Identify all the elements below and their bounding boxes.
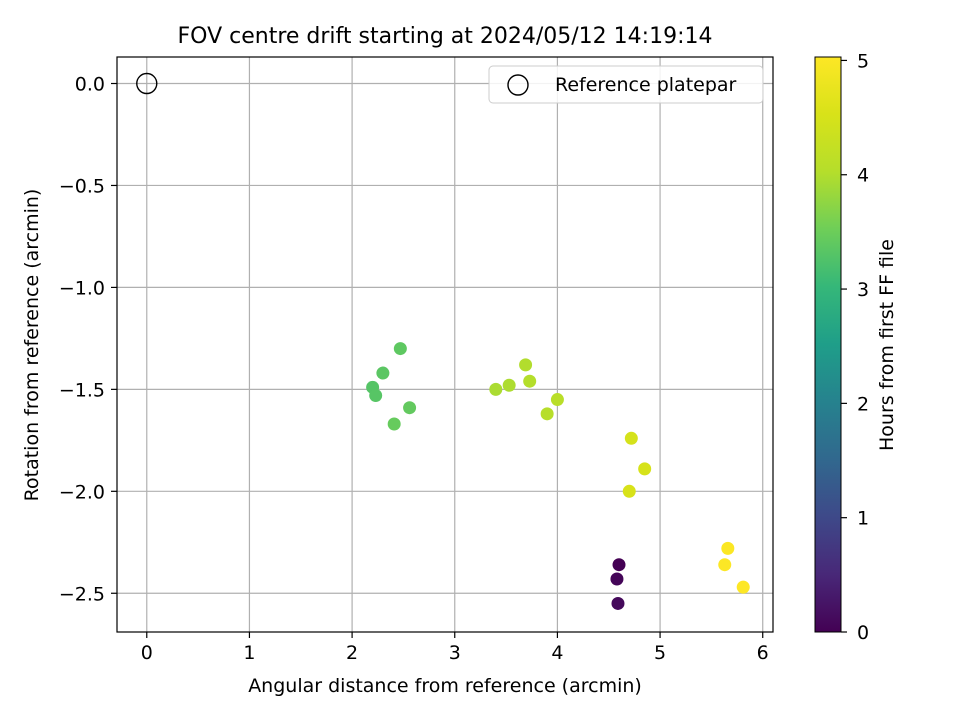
legend: Reference platepar — [488, 65, 764, 104]
x-tick-label: 1 — [243, 642, 255, 664]
colorbar-tick-label: 4 — [857, 165, 869, 187]
chart-title: FOV centre drift starting at 2024/05/12 … — [178, 24, 713, 49]
reference-marker-group — [136, 72, 158, 95]
y-tick-label: −0.5 — [59, 175, 105, 197]
y-tick-label: −1.5 — [59, 379, 105, 401]
data-point — [376, 366, 390, 380]
colorbar-tick-label: 5 — [857, 50, 869, 72]
x-tick-label: 0 — [141, 642, 153, 664]
data-point — [736, 580, 750, 594]
data-point — [622, 484, 636, 498]
x-tick-label: 5 — [654, 642, 666, 664]
legend-box — [488, 65, 764, 104]
data-points — [366, 342, 750, 610]
data-point — [550, 393, 564, 407]
data-point — [624, 431, 638, 445]
y-axis-label: Rotation from reference (arcmin) — [21, 189, 43, 502]
axes-frame — [116, 56, 774, 633]
x-tick-label: 6 — [757, 642, 769, 664]
data-point — [502, 378, 516, 392]
data-point — [611, 596, 625, 610]
colorbar-tick-label: 0 — [857, 622, 869, 644]
colorbar: 0 1 2 3 4 5 Hours from first FF file — [814, 50, 898, 644]
x-tick-label: 2 — [346, 642, 358, 664]
x-axis-ticks: 0 1 2 3 4 5 6 — [141, 632, 769, 664]
y-tick-label: −2.0 — [59, 481, 105, 503]
legend-entry-reference-platepar: Reference platepar — [555, 74, 737, 96]
data-point — [638, 462, 652, 476]
x-tick-label: 4 — [551, 642, 563, 664]
data-point — [610, 572, 624, 586]
y-tick-label: −1.0 — [59, 277, 105, 299]
grid-lines — [117, 57, 773, 632]
plot-area: 0 1 2 3 4 5 6 0.0 −0.5 −1.0 −1.5 −2.0 −2.5 — [59, 56, 774, 664]
data-point — [519, 358, 533, 372]
legend-reference-marker — [507, 74, 529, 96]
data-point — [718, 558, 732, 572]
data-point — [489, 382, 503, 396]
y-tick-label: 0.0 — [75, 74, 105, 96]
colorbar-ticks: 0 1 2 3 4 5 — [841, 50, 869, 644]
data-point — [721, 541, 735, 555]
x-tick-label: 3 — [449, 642, 461, 664]
data-point — [393, 342, 407, 356]
data-point — [523, 374, 537, 388]
colorbar-tick-label: 1 — [857, 508, 869, 530]
data-point — [403, 401, 417, 415]
data-point — [369, 388, 383, 402]
x-axis-label: Angular distance from reference (arcmin) — [248, 675, 642, 697]
data-point — [387, 417, 401, 431]
reference-platepar-marker — [136, 72, 158, 95]
colorbar-gradient — [814, 56, 842, 633]
data-point — [540, 407, 554, 421]
y-axis-ticks: 0.0 −0.5 −1.0 −1.5 −2.0 −2.5 — [59, 74, 117, 605]
colorbar-tick-label: 2 — [857, 393, 869, 415]
data-point — [612, 558, 626, 572]
colorbar-label: Hours from first FF file — [876, 239, 898, 451]
y-tick-label: −2.5 — [59, 583, 105, 605]
colorbar-tick-label: 3 — [857, 279, 869, 301]
